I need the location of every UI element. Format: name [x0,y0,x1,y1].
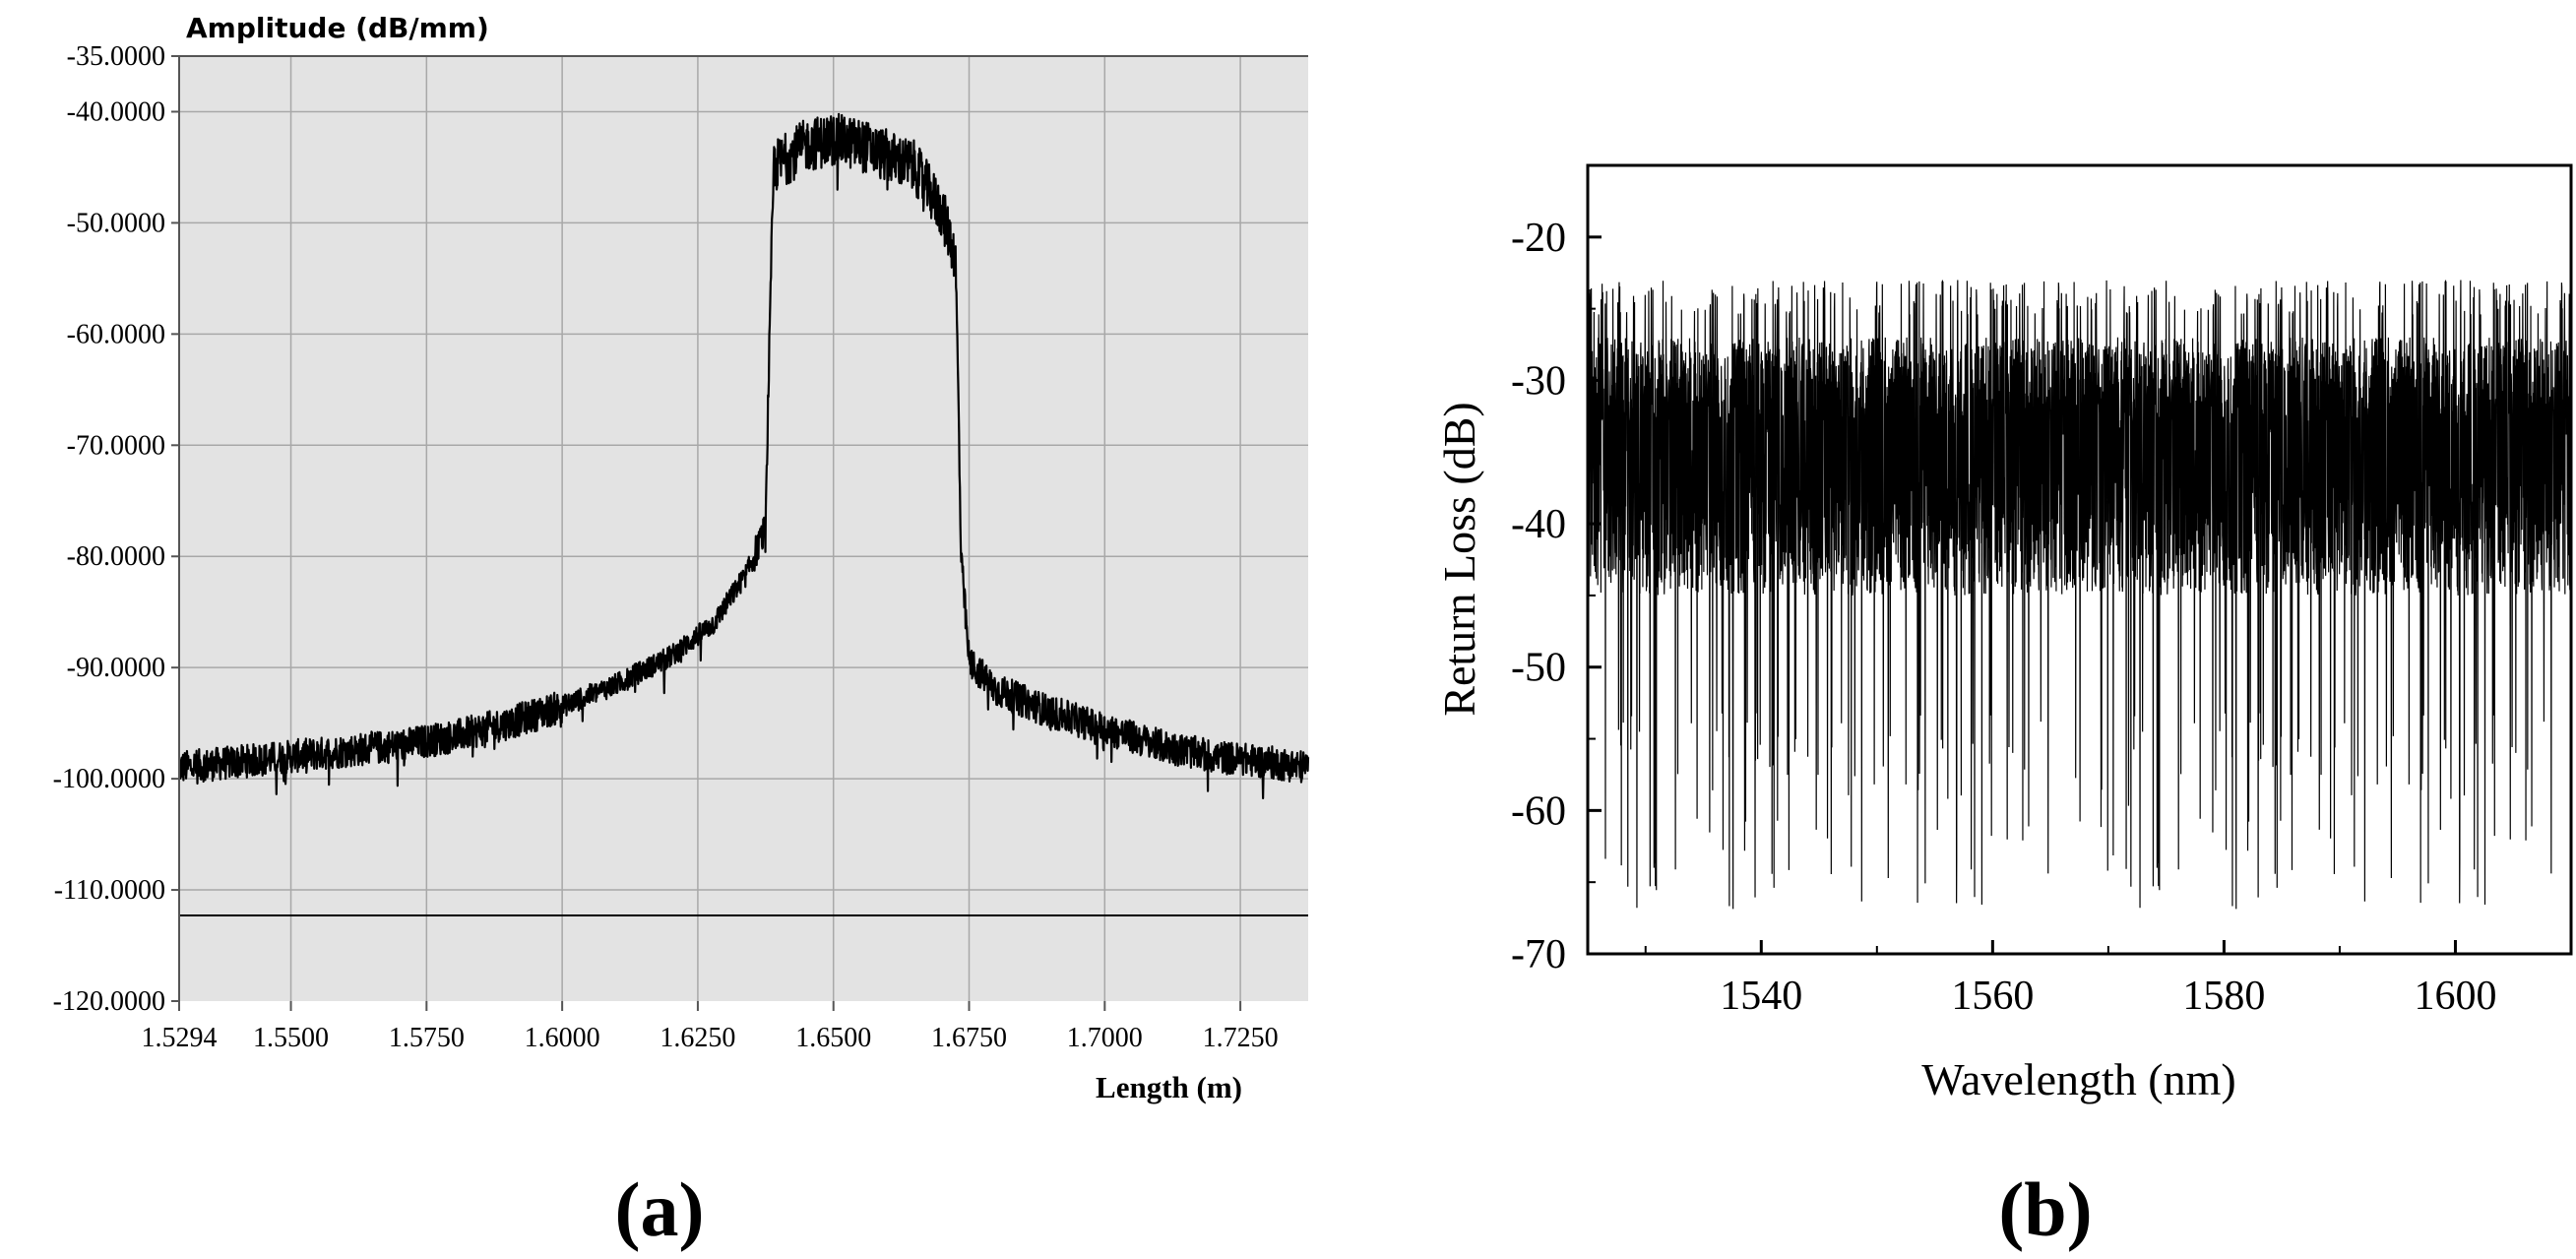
panel-a-x-tick-label: 1.6500 [795,1023,871,1053]
panel-b-y-ticks: -20 -30 -40 -50 -60 -70 [1511,216,1602,977]
panel-a-y-tick-label: -120.0000 [53,986,165,1017]
panel-a-y-ticks: -35.0000 -40.0000 -50.0000 -60.0000 -70.0000… [53,41,179,1017]
panel-a-x-tick-label: 1.7250 [1203,1023,1279,1053]
panel-b-y-tick-label: -60 [1511,788,1566,834]
panel-a-y-tick-label: -80.0000 [67,541,165,572]
panel-b-chart: -20 -30 -40 -50 -60 -70 1540 1560 1580 1600 Retu… [1434,163,2573,1252]
panel-a-y-tick-label: -40.0000 [67,96,165,127]
panel-a-chart: -35.0000 -40.0000 -50.0000 -60.0000 -70.0000… [53,12,1310,1252]
panel-a-grid [179,56,1308,1001]
panel-a-x-tick-label: 1.6250 [660,1023,735,1053]
panel-a-x-tick-label: 1.5294 [142,1023,218,1053]
panel-b-y-tick-label: -70 [1511,932,1566,977]
panel-a-y-tick-label: -70.0000 [67,430,165,461]
panel-b-x-axis-title: Wavelength (nm) [1921,1054,2235,1104]
panel-b-y-tick-label: -40 [1511,502,1566,547]
panel-a-amplitude-series [178,112,1310,800]
panel-b-y-tick-label: -50 [1511,646,1566,691]
panel-a-y-tick-label: -35.0000 [67,41,165,72]
panel-b-x-tick-label: 1600 [2414,974,2496,1019]
panel-b-y-tick-label: -30 [1511,358,1566,404]
panel-b-label: (b) [1998,1166,2092,1252]
panel-a-y-tick-label: -60.0000 [67,319,165,349]
panel-b-plot-frame [1586,163,2573,956]
panel-a-x-tick-label: 1.5500 [253,1023,329,1053]
panel-a-y-axis-title: Amplitude (dB/mm) [186,12,489,44]
panel-b-x-ticks: 1540 1560 1580 1600 [1644,940,2572,1019]
panel-a-y-tick-label: -110.0000 [54,875,165,906]
panel-b-y-axis-title: Return Loss (dB) [1434,402,1484,716]
panel-a-x-tick-label: 1.7000 [1067,1023,1143,1053]
panel-b-x-tick-label: 1560 [1951,974,2034,1019]
panel-a-x-tick-label: 1.6750 [931,1023,1007,1053]
panel-a-x-tick-label: 1.5750 [389,1023,465,1053]
panel-a-plot-area [179,56,1308,1001]
panel-a-y-tick-label: -90.0000 [67,653,165,683]
panel-b-y-tick-label: -20 [1511,216,1566,261]
panel-b-x-tick-label: 1580 [2182,974,2265,1019]
panel-b-x-tick-label: 1540 [1720,974,1802,1019]
panel-a-y-tick-label: -100.0000 [53,764,165,794]
panel-a-label: (a) [615,1166,705,1252]
panel-a-x-tick-label: 1.6000 [525,1023,600,1053]
panel-a-x-ticks: 1.5294 1.5500 1.5750 1.6000 1.6250 1.6500 1.67… [142,1001,1279,1053]
panel-a-x-axis-title: Length (m) [1096,1070,1242,1104]
panel-b-return-loss-series [1587,280,2572,910]
panel-a-y-tick-label: -50.0000 [67,208,165,238]
